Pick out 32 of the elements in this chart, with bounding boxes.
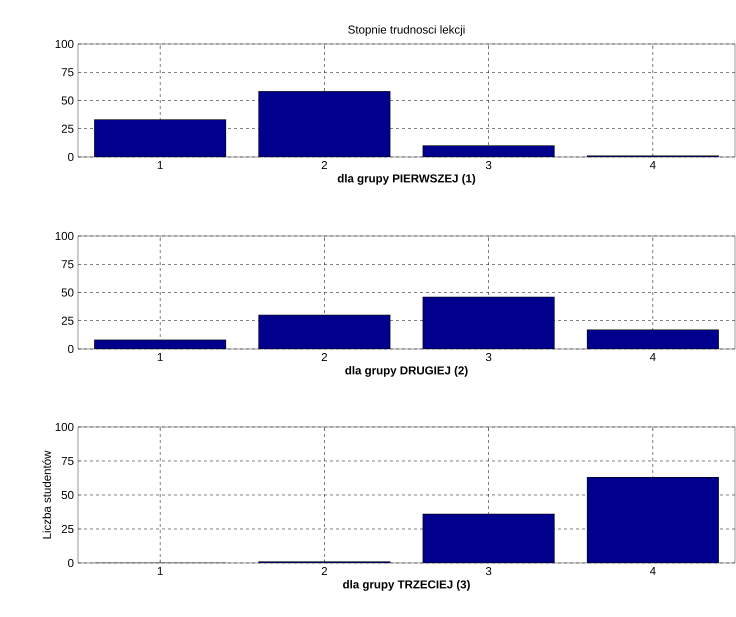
y-tick-label: 0 [68, 152, 74, 162]
x-tick-label: 4 [650, 161, 656, 169]
y-tick-label: 0 [68, 344, 74, 354]
x-tick-label: 3 [486, 353, 492, 362]
y-tick-label: 25 [62, 524, 74, 534]
y-tick-label: 75 [62, 68, 74, 76]
y-tick-label: 50 [62, 490, 74, 500]
y-tick-label: 100 [56, 40, 74, 48]
x-tick-label: 2 [322, 161, 327, 170]
x-tick-label: 1 [158, 161, 163, 169]
x-axis-title: dla grupy TRZECIEJ (3) [343, 580, 470, 591]
y-tick-label: 50 [62, 96, 74, 105]
y-tick-label: 75 [62, 456, 74, 465]
y-tick-label: 25 [62, 124, 74, 133]
chart-title: Stopnie trudnosci lekcji [348, 25, 464, 36]
y-tick-label: 100 [56, 422, 74, 432]
y-axis-title: Liczba studentów [42, 450, 51, 538]
x-tick-label: 4 [650, 353, 656, 361]
y-tick-label: 75 [62, 260, 74, 268]
y-tick-label: 50 [62, 288, 74, 297]
x-tick-label: 1 [158, 567, 163, 575]
x-tick-label: 4 [650, 567, 656, 575]
y-tick-label: 25 [62, 316, 74, 325]
x-tick-label: 2 [322, 567, 327, 576]
x-tick-label: 3 [486, 161, 492, 170]
y-tick-label: 100 [56, 232, 74, 240]
x-tick-label: 2 [322, 353, 327, 362]
x-tick-label: 3 [486, 567, 492, 576]
y-tick-label: 0 [68, 558, 74, 568]
x-axis-title: dla grupy PIERWSZEJ (1) [338, 174, 476, 185]
x-axis-title: dla grupy DRUGIEJ (2) [345, 366, 468, 377]
x-tick-label: 1 [158, 353, 163, 361]
